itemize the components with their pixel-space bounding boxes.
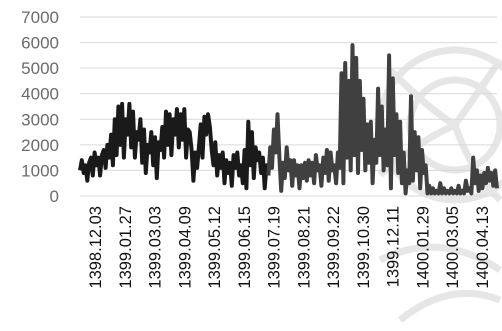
x-tick-label: 1398.12.03 [87, 206, 105, 289]
x-tick-label: 1399.08.21 [295, 206, 313, 289]
x-axis-ticks: 1398.12.03 1399.01.27 1399.03.03 1399.04.09… [87, 206, 492, 289]
series-line-late [266, 43, 499, 196]
y-tick-label: 0 [50, 187, 59, 206]
x-tick-label: 1399.06.15 [236, 206, 254, 289]
x-tick-label: 1400.04.13 [474, 206, 492, 289]
x-tick-label: 1399.09.22 [325, 206, 343, 289]
y-tick-label: 5000 [21, 59, 59, 78]
x-tick-label: 1399.05.12 [206, 206, 224, 289]
y-tick-label: 1000 [21, 161, 59, 180]
series-line-early [78, 101, 271, 191]
y-tick-label: 7000 [21, 8, 59, 27]
y-axis-ticks: 0 1000 2000 3000 4000 5000 6000 7000 [21, 8, 59, 206]
y-tick-label: 2000 [21, 136, 59, 155]
y-tick-label: 4000 [21, 85, 59, 104]
x-tick-label: 1400.03.05 [444, 206, 462, 289]
x-tick-label: 1399.07.19 [266, 206, 284, 289]
x-tick-label: 1399.03.03 [147, 206, 165, 289]
x-tick-label: 1400.01.29 [415, 206, 433, 289]
x-tick-label: 1399.01.27 [117, 206, 135, 289]
x-tick-label: 1399.10.30 [355, 206, 373, 289]
y-tick-label: 3000 [21, 110, 59, 129]
y-tick-label: 6000 [21, 34, 59, 53]
x-tick-label: 1399.12.11 [385, 206, 403, 287]
x-tick-label: 1399.04.09 [176, 206, 194, 289]
series-layer [78, 43, 499, 196]
